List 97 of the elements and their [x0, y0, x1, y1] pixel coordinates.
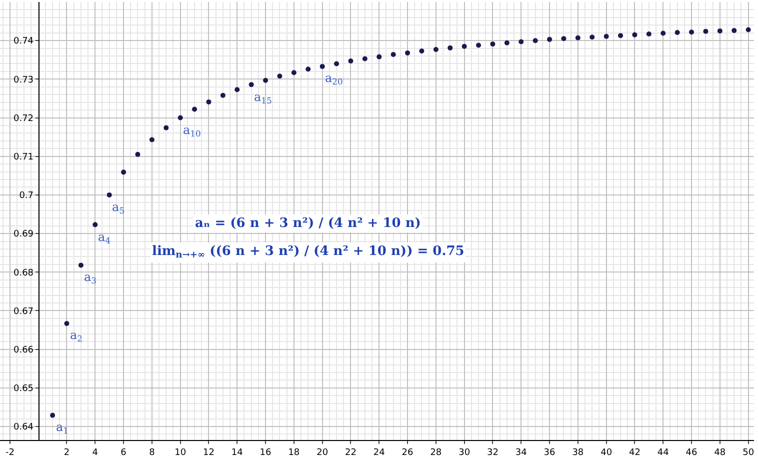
- x-tick-label: 46: [686, 448, 698, 458]
- x-tick-label: 34: [515, 448, 528, 458]
- point: [234, 87, 240, 92]
- x-tick-label: 38: [572, 448, 584, 458]
- point: [320, 64, 325, 69]
- point: [547, 36, 552, 42]
- point: [590, 34, 595, 40]
- point: [561, 36, 566, 42]
- annotation: a$_{20}$: [325, 71, 343, 87]
- y-tick-label: 0.71: [13, 152, 34, 163]
- y-tick-label: 0.7: [19, 191, 34, 202]
- x-tick-label: 20: [316, 448, 328, 458]
- x-tick-label: 36: [544, 448, 556, 458]
- point: [92, 222, 98, 228]
- point: [376, 54, 382, 60]
- point: [433, 46, 438, 52]
- x-tick-label: 40: [600, 448, 612, 458]
- annotation: a$_{4}$: [98, 230, 110, 246]
- point: [518, 39, 524, 44]
- x-tick-label: 6: [120, 448, 127, 458]
- point: [390, 52, 396, 57]
- y-tick-label: 0.72: [13, 114, 34, 124]
- point: [106, 192, 112, 198]
- annotation: aₙ = (6 n + 3 n²) / (4 n² + 10 n): [195, 216, 421, 231]
- point: [64, 320, 70, 326]
- point: [732, 28, 737, 34]
- point: [348, 58, 354, 64]
- annotation: a$_{15}$: [254, 90, 272, 106]
- y-tick-label: 0.74: [13, 36, 34, 47]
- point: [50, 412, 56, 418]
- point: [575, 35, 580, 40]
- x-tick-label: 12: [203, 448, 214, 458]
- annotation: a$_{1}$: [56, 420, 68, 436]
- y-tick-label: 0.68: [13, 268, 34, 278]
- point: [248, 82, 254, 88]
- point: [164, 125, 169, 130]
- point: [618, 33, 624, 38]
- point: [206, 99, 212, 104]
- point: [135, 152, 140, 157]
- point: [448, 45, 453, 50]
- y-tick-label: 0.64: [13, 422, 34, 433]
- y-tick-label: 0.67: [13, 306, 34, 317]
- point: [674, 30, 680, 35]
- y-tick-label: 0.65: [13, 384, 34, 394]
- x-tick-label: 2: [64, 448, 70, 458]
- point: [78, 262, 84, 268]
- x-tick-label: 14: [231, 448, 244, 458]
- x-tick-label: 44: [657, 448, 670, 458]
- x-tick-label: 8: [149, 448, 156, 458]
- x-tick-label: 24: [373, 448, 386, 458]
- y-tick-label: 0.66: [13, 345, 34, 356]
- point: [504, 40, 510, 46]
- point: [121, 170, 126, 175]
- point: [263, 78, 268, 83]
- x-tick-label: 50: [742, 448, 754, 458]
- x-tick-label: 30: [458, 448, 470, 458]
- point: [646, 32, 652, 37]
- x-tick-label: 4: [92, 448, 98, 458]
- y-tick-label: 0.73: [13, 75, 34, 86]
- point: [689, 30, 694, 35]
- x-tick-label: 42: [628, 448, 640, 458]
- point: [291, 70, 296, 76]
- x-tick-label: 32: [487, 448, 498, 458]
- annotation: a$_{3}$: [84, 270, 96, 286]
- point: [476, 42, 482, 48]
- point: [277, 74, 282, 79]
- x-tick-label: 16: [260, 448, 272, 458]
- point: [703, 28, 708, 34]
- x-tick-label: 18: [288, 448, 300, 458]
- point: [419, 48, 424, 54]
- annotation: a$_{5}$: [112, 200, 124, 216]
- point: [660, 30, 666, 36]
- point: [334, 61, 340, 66]
- annotation: a$_{10}$: [183, 123, 201, 139]
- x-tick-label: 48: [714, 448, 726, 458]
- x-tick-label: 22: [345, 448, 356, 458]
- point: [462, 44, 467, 49]
- point: [604, 34, 609, 39]
- point: [532, 38, 538, 44]
- y-tick-label: 0.69: [13, 230, 34, 240]
- point: [306, 66, 311, 72]
- x-tick-label: -2: [5, 448, 14, 458]
- annotation: a$_{2}$: [70, 328, 82, 344]
- point: [717, 28, 722, 34]
- annotation: lim$_{n→+∞}$ ((6 n + 3 n²) / (4 n² + 10 n)) = 0.75: [152, 244, 464, 261]
- point: [362, 56, 368, 62]
- point: [405, 50, 410, 56]
- point: [149, 137, 154, 142]
- point: [632, 32, 638, 38]
- x-tick-label: 10: [174, 448, 186, 458]
- x-tick-label: 28: [430, 448, 442, 458]
- x-tick-label: 26: [402, 448, 414, 458]
- point: [178, 115, 183, 120]
- point: [220, 92, 226, 98]
- point: [746, 27, 751, 32]
- point: [192, 106, 198, 112]
- point: [490, 42, 496, 47]
